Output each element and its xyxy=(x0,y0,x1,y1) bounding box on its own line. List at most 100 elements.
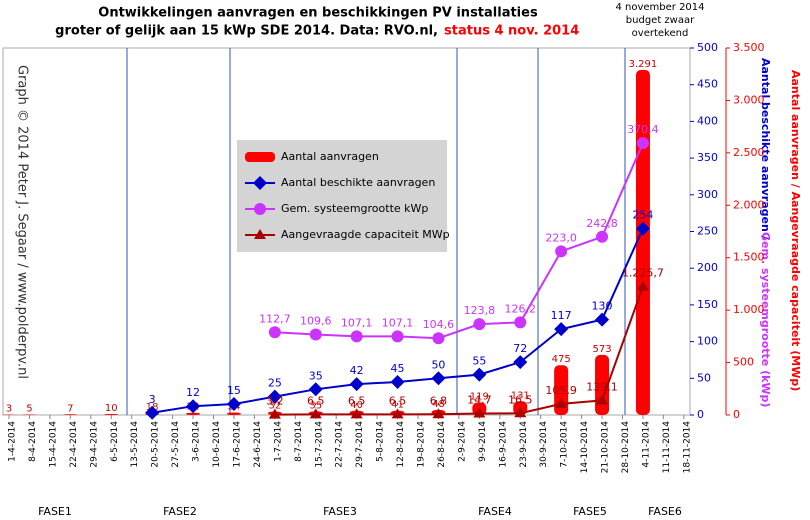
x-tick-label: 2-9-2014 xyxy=(457,421,467,462)
bar xyxy=(22,414,37,415)
y-tick-label: 300 xyxy=(697,188,718,201)
y2-tick-label: 2.500 xyxy=(733,146,765,159)
point-label: 139,1 xyxy=(586,380,618,393)
point-label: 254 xyxy=(632,209,653,222)
bar xyxy=(186,412,201,415)
point-label: 16,5 xyxy=(508,393,533,406)
point xyxy=(635,221,650,236)
point-label: 107,1 xyxy=(382,316,414,329)
y-axis-label: Gem. systeemgrootte (kWp) xyxy=(759,232,772,407)
point-label: 6,8 xyxy=(430,394,448,407)
point-label: 25 xyxy=(268,377,282,390)
legend-label: Aangevraagde capaciteit MWp xyxy=(281,228,450,241)
x-tick-label: 17-6-2014 xyxy=(232,421,242,468)
x-tick-label: 27-5-2014 xyxy=(171,421,181,468)
point-label: 42 xyxy=(350,364,364,377)
x-tick-label: 7-10-2014 xyxy=(560,421,570,468)
bar-label: 131 xyxy=(511,390,530,401)
bar-label: 40 xyxy=(350,400,363,411)
phase-label: FASE6 xyxy=(648,505,682,518)
y-tick-label: 150 xyxy=(697,298,718,311)
point xyxy=(391,330,404,343)
point xyxy=(253,176,267,190)
y-tick-label: 350 xyxy=(697,151,718,164)
x-tick-label: 14-10-2014 xyxy=(580,421,590,474)
phase-label: FASE5 xyxy=(573,505,607,518)
x-tick-label: 9-9-2014 xyxy=(478,421,488,462)
point xyxy=(432,332,445,345)
point xyxy=(349,377,364,392)
point-label: 15 xyxy=(227,384,241,397)
point-label: 3,2 xyxy=(266,395,284,408)
annotation: budget zwaar xyxy=(626,15,695,26)
point xyxy=(554,322,569,337)
y-tick-label: 50 xyxy=(697,371,711,384)
bar-label: 5 xyxy=(26,403,32,414)
annotation: 4 november 2014 xyxy=(615,2,704,13)
point-label: 223,0 xyxy=(545,231,577,244)
y-tick-label: 0 xyxy=(697,408,704,421)
x-tick-label: 5-8-2014 xyxy=(376,421,386,462)
x-tick-label: 28-10-2014 xyxy=(621,421,631,474)
x-tick-label: 29-7-2014 xyxy=(355,421,365,468)
chart-title: groter of gelijk aan 15 kWp SDE 2014. Da… xyxy=(55,24,438,39)
legend-label: Aantal beschikte aanvragen xyxy=(281,176,435,189)
x-tick-label: 8-4-2014 xyxy=(28,421,38,462)
phase-label: FASE1 xyxy=(38,505,72,518)
x-tick-label: 1-4-2014 xyxy=(8,421,18,462)
bar-label: 41 xyxy=(391,400,404,411)
point-label: 109,6 xyxy=(300,315,332,328)
point-label: 123,8 xyxy=(464,304,496,317)
phase-label: FASE4 xyxy=(478,505,512,518)
point xyxy=(555,397,568,408)
chart-title: Ontwikkelingen aanvragen en beschikkinge… xyxy=(98,6,538,21)
point xyxy=(472,367,487,382)
x-tick-label: 6-5-2014 xyxy=(110,421,120,462)
bar-label: 573 xyxy=(593,344,612,355)
legend-label: Aantal aanvragen xyxy=(281,150,379,163)
point-label: 12 xyxy=(186,386,200,399)
line xyxy=(274,286,644,416)
bar-label: 32 xyxy=(268,401,281,412)
point xyxy=(555,245,568,258)
point-label: 72 xyxy=(513,342,527,355)
x-tick-label: 26-8-2014 xyxy=(437,421,447,468)
y2-tick-label: 3.000 xyxy=(733,93,765,106)
point xyxy=(596,394,609,405)
point-label: 107,1 xyxy=(341,316,373,329)
bar xyxy=(554,365,569,415)
bar-label: 35 xyxy=(309,400,322,411)
x-tick-label: 21-10-2014 xyxy=(601,421,611,474)
bar-label: 7 xyxy=(67,403,73,414)
bar-label: 119 xyxy=(470,392,489,403)
point xyxy=(186,399,201,414)
y2-tick-label: 500 xyxy=(733,356,754,369)
point-label: 126,2 xyxy=(505,302,537,315)
point xyxy=(636,280,649,291)
annotation: overtekend xyxy=(632,28,689,39)
y-tick-label: 500 xyxy=(697,41,718,54)
x-tick-label: 29-4-2014 xyxy=(89,421,99,468)
point-label: 370,4 xyxy=(627,123,659,136)
bar-label: 3.291 xyxy=(629,59,658,70)
point xyxy=(595,312,610,327)
bar-label: 10 xyxy=(105,403,118,414)
x-tick-label: 12-8-2014 xyxy=(396,421,406,468)
y-tick-label: 250 xyxy=(697,225,718,238)
bar-label: 3 xyxy=(6,404,12,415)
x-tick-label: 15-4-2014 xyxy=(48,421,58,468)
point-label: 35 xyxy=(309,369,323,382)
point-label: 117 xyxy=(551,309,572,322)
point xyxy=(226,396,241,411)
phase-label: FASE3 xyxy=(323,505,357,518)
x-tick-label: 10-6-2014 xyxy=(212,421,222,468)
x-tick-label: 22-7-2014 xyxy=(335,421,345,468)
point xyxy=(513,355,528,370)
x-tick-label: 13-5-2014 xyxy=(130,421,140,468)
line xyxy=(274,142,644,340)
point xyxy=(514,407,527,418)
point xyxy=(636,137,649,150)
y2-tick-label: 0 xyxy=(733,408,740,421)
point xyxy=(254,203,266,215)
